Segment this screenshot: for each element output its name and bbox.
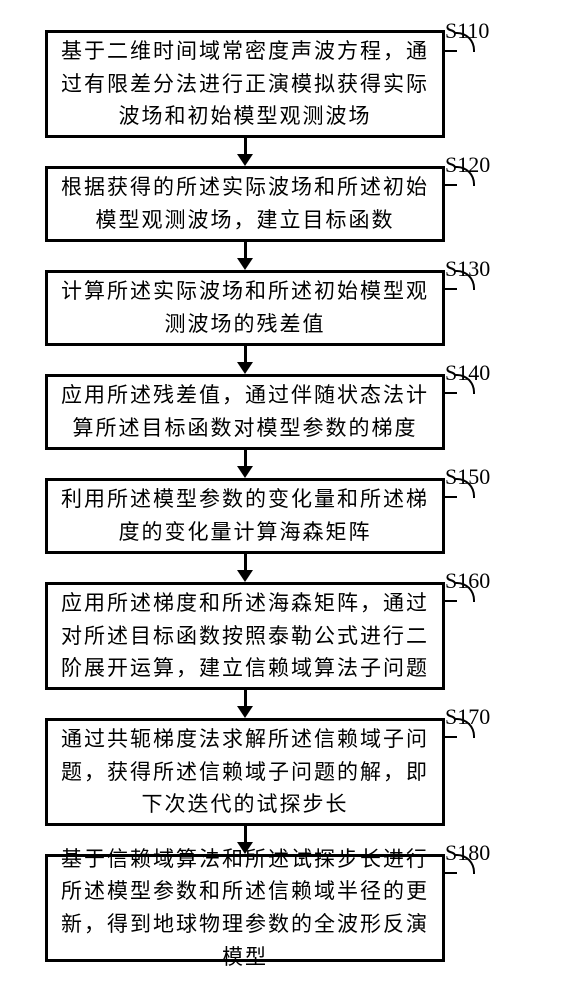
flowchart-container: S110 基于二维时间域常密度声波方程，通过有限差分法进行正演模拟获得实际波场和… <box>0 0 562 1000</box>
arrow-down-icon <box>45 346 445 374</box>
flowchart-node: 利用所述模型参数的变化量和所述梯度的变化量计算海森矩阵 <box>45 478 445 554</box>
lead-line-icon <box>445 496 457 498</box>
node-text: 基于二维时间域常密度声波方程，通过有限差分法进行正演模拟获得实际波场和初始模型观… <box>48 29 442 139</box>
lead-line-icon <box>445 736 457 738</box>
flowchart-node: 应用所述梯度和所述海森矩阵，通过对所述目标函数按照泰勒公式进行二阶展开运算，建立… <box>45 582 445 690</box>
flowchart-node: 计算所述实际波场和所述初始模型观测波场的残差值 <box>45 270 445 346</box>
lead-line-icon <box>445 50 457 52</box>
lead-line-icon <box>445 392 457 394</box>
flowchart-node: 通过共轭梯度法求解所述信赖域子问题，获得所述信赖域子问题的解，即下次迭代的试探步… <box>45 718 445 826</box>
node-text: 计算所述实际波场和所述初始模型观测波场的残差值 <box>48 269 442 346</box>
flowchart-node: 基于信赖域算法和所述试探步长进行所述模型参数和所述信赖域半径的更新，得到地球物理… <box>45 854 445 962</box>
arrow-down-icon <box>45 690 445 718</box>
node-text: 基于信赖域算法和所述试探步长进行所述模型参数和所述信赖域半径的更新，得到地球物理… <box>48 837 442 979</box>
node-text: 通过共轭梯度法求解所述信赖域子问题，获得所述信赖域子问题的解，即下次迭代的试探步… <box>48 717 442 827</box>
lead-line-icon <box>445 184 457 186</box>
lead-line-icon <box>445 600 457 602</box>
node-text: 应用所述残差值，通过伴随状态法计算所述目标函数对模型参数的梯度 <box>48 373 442 450</box>
node-text: 应用所述梯度和所述海森矩阵，通过对所述目标函数按照泰勒公式进行二阶展开运算，建立… <box>48 581 442 691</box>
arrow-down-icon <box>45 450 445 478</box>
flowchart-node: 根据获得的所述实际波场和所述初始模型观测波场，建立目标函数 <box>45 166 445 242</box>
node-text: 利用所述模型参数的变化量和所述梯度的变化量计算海森矩阵 <box>48 477 442 554</box>
flowchart-node: 基于二维时间域常密度声波方程，通过有限差分法进行正演模拟获得实际波场和初始模型观… <box>45 30 445 138</box>
arrow-down-icon <box>45 242 445 270</box>
flowchart-node: 应用所述残差值，通过伴随状态法计算所述目标函数对模型参数的梯度 <box>45 374 445 450</box>
node-text: 根据获得的所述实际波场和所述初始模型观测波场，建立目标函数 <box>48 165 442 242</box>
arrow-down-icon <box>45 138 445 166</box>
arrow-down-icon <box>45 554 445 582</box>
lead-line-icon <box>445 288 457 290</box>
lead-line-icon <box>445 872 457 874</box>
